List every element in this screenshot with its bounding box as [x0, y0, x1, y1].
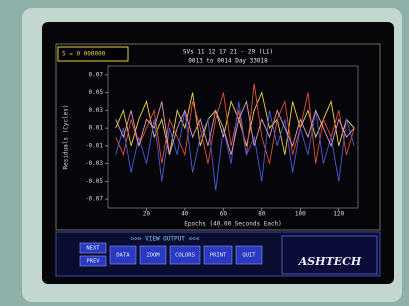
- x-tick-label: 60: [220, 211, 228, 218]
- button-label[interactable]: PRINT: [210, 253, 227, 259]
- button-label[interactable]: DATA: [116, 253, 130, 259]
- y-tick-label: -0.05: [85, 178, 103, 185]
- x-tick-label: 120: [333, 211, 344, 218]
- y-tick-label: 0.03: [89, 107, 104, 114]
- button-label[interactable]: QUIT: [242, 253, 256, 259]
- view-output: >>> VIEW OUTPUT <<<: [131, 236, 200, 243]
- y-tick-label: -0.01: [85, 142, 103, 149]
- x-tick-label: 100: [295, 211, 306, 218]
- button-label[interactable]: ZOOM: [146, 253, 160, 259]
- x-tick-label: 40: [181, 211, 189, 218]
- y-tick-label: 0.05: [89, 89, 104, 96]
- x-tick-label: 80: [258, 211, 266, 218]
- button-label[interactable]: PREV: [86, 259, 100, 265]
- x-axis-label: Epochs (40.00 Seconds Each): [184, 221, 282, 228]
- y-tick-label: 0.01: [89, 125, 104, 132]
- button-label[interactable]: COLORS: [175, 253, 195, 259]
- svs-text: SVs 11 12 17 21 - 29 (L1): [183, 49, 273, 56]
- range-text: 0013 to 0014 Day 33018: [188, 58, 268, 65]
- logo: ASHTECH: [298, 255, 362, 268]
- x-tick-label: 20: [143, 211, 151, 218]
- screen-photo: S = 0 000000 SVs 11 12 17 21 - 29 (L1) 0…: [0, 0, 409, 306]
- y-tick-label: -0.03: [85, 160, 103, 167]
- y-tick-label: -0.07: [85, 196, 103, 203]
- page: {"header": {"value_box": "S = 0 000000",…: [0, 0, 409, 306]
- y-tick-label: 0.07: [89, 71, 104, 78]
- y-axis-label: Residuals (Cycles): [63, 104, 70, 169]
- button-label[interactable]: NEXT: [86, 246, 100, 252]
- value-box-text: S = 0 000000: [62, 51, 106, 58]
